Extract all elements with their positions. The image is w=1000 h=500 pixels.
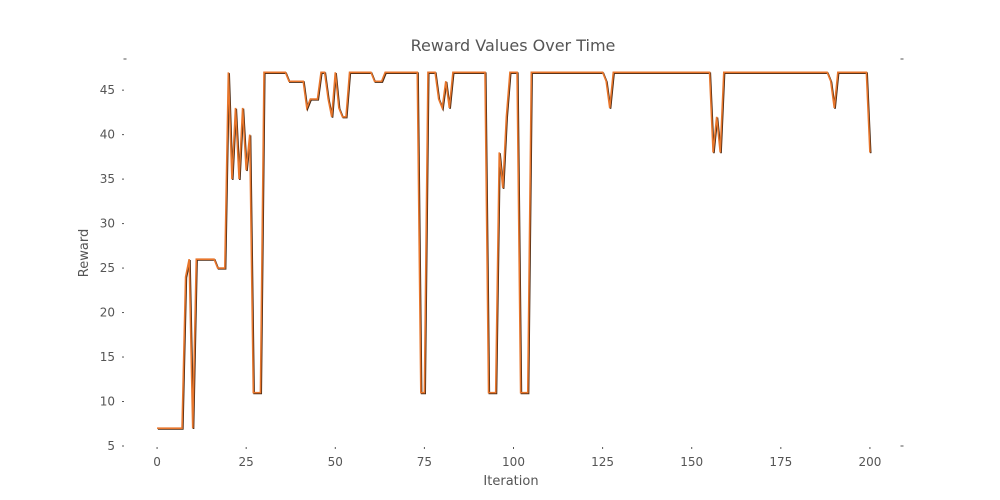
x-tick-label: 150 (680, 455, 703, 469)
x-tick-label: 125 (591, 455, 614, 469)
series-line (157, 71, 871, 430)
x-axis-ticks: 0 25 50 75 100 125 150 175 200 (153, 447, 881, 469)
x-tick-label: 100 (502, 455, 525, 469)
y-tick-label: 30 (100, 217, 115, 231)
x-tick-label: 200 (858, 455, 881, 469)
x-tick-label: 175 (769, 455, 792, 469)
x-tick-label: 0 (153, 455, 161, 469)
x-tick-label: 50 (328, 455, 343, 469)
y-tick-label: 25 (100, 261, 115, 275)
y-tick-label: 20 (100, 306, 115, 320)
y-tick-label: 15 (100, 350, 115, 364)
series-layer (157, 71, 872, 430)
y-tick-label: 10 (100, 395, 115, 409)
chart-title: Reward Values Over Time (411, 36, 616, 55)
x-axis-label: Iteration (483, 474, 538, 489)
plot-corner-marks (123, 58, 904, 447)
y-tick-label: 35 (100, 172, 115, 186)
y-axis-label: Reward (77, 229, 92, 277)
y-tick-label: 45 (100, 83, 115, 97)
x-tick-label: 75 (417, 455, 432, 469)
y-tick-label: 5 (107, 439, 115, 453)
y-tick-label: 40 (100, 128, 115, 142)
x-tick-label: 25 (239, 455, 254, 469)
y-axis-ticks: 5 10 15 20 25 30 35 40 45 (100, 83, 124, 453)
series-line-shadow (157, 72, 872, 430)
